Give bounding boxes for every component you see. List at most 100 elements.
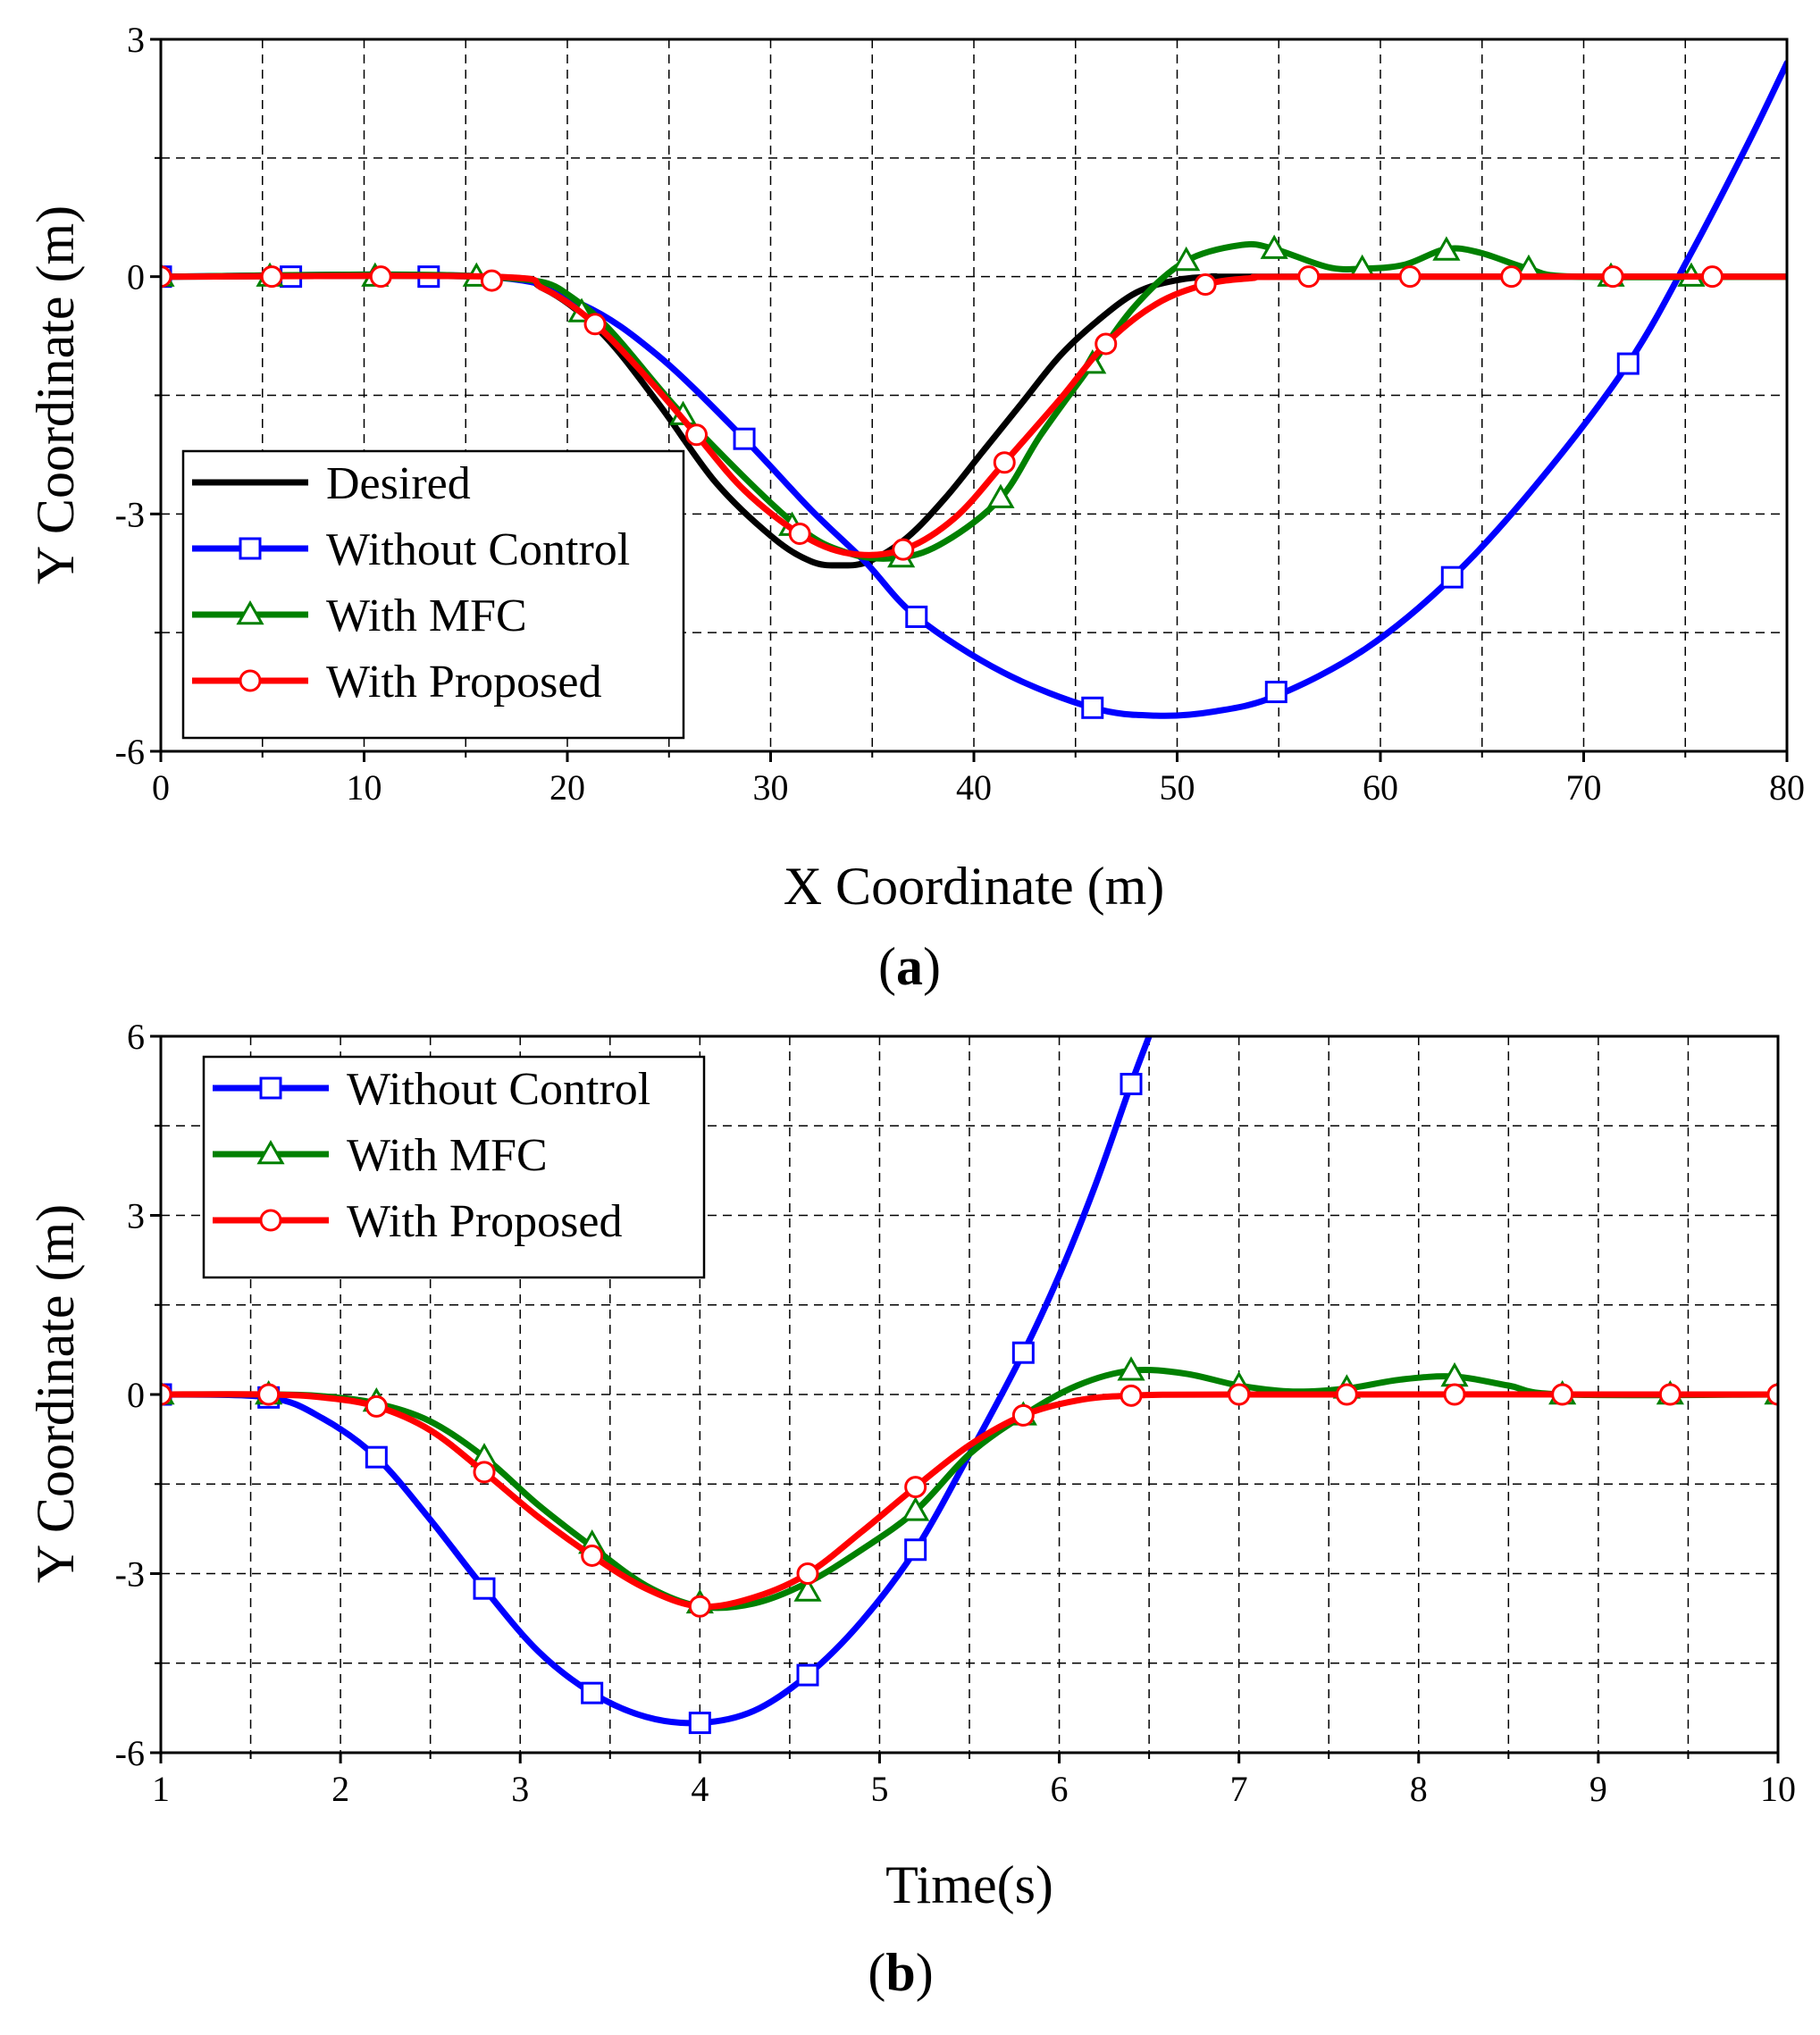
panel-b-series-with-proposed: [161, 1383, 1778, 1618]
panel-b-x-tick-label: 3: [511, 1769, 529, 1809]
panel-a-point-without-control: [1081, 696, 1104, 719]
panel-a-point-with-mfc: [986, 483, 1015, 508]
panel-b-point-without-control: [1011, 1341, 1035, 1364]
panel-a-point-with-proposed: [1095, 332, 1118, 356]
panel-b-x-tick-label: 7: [1230, 1769, 1248, 1809]
panel-a-x-tick-label: 30: [753, 767, 789, 808]
panel-a-point-with-proposed: [583, 313, 607, 336]
panel-a-legend-item-with-mfc: With MFC: [192, 590, 527, 641]
panel-a-x-tick-label: 40: [956, 767, 992, 808]
panel-a-point-without-control: [905, 605, 928, 628]
panel-b-point-with-proposed: [688, 1595, 711, 1618]
panel-b-point-with-proposed: [365, 1394, 388, 1418]
panel-a-point-with-proposed: [685, 423, 709, 447]
panel-b-point-with-proposed: [1443, 1383, 1466, 1406]
panel-a-legend-marker-with-mfc: [236, 599, 264, 625]
panel-a-legend-label-without-control: Without Control: [326, 524, 630, 575]
panel-b-y-tick-label: -6: [115, 1733, 145, 1773]
panel-b-point-with-proposed: [581, 1544, 604, 1567]
panel-a-point-with-proposed: [480, 269, 503, 292]
panel-b-point-without-control: [796, 1663, 819, 1687]
panel-b-legend-marker-with-proposed: [259, 1209, 282, 1232]
panel-b-point-with-proposed: [904, 1476, 927, 1499]
panel-b: 1 2 3 4 5 6 7 8 9 10 6 3 0 -3 -6 Time(s) Y Coordinate …: [26, 1017, 1796, 2002]
panel-b-legend-item-with-mfc: With MFC: [213, 1130, 548, 1181]
panel-b-x-tick-label: 8: [1410, 1769, 1428, 1809]
panel-b-point-without-control: [365, 1445, 388, 1469]
panel-b-legend-label-with-mfc: With MFC: [347, 1130, 548, 1181]
panel-b-point-without-control: [473, 1577, 496, 1600]
panel-b-point-with-proposed: [1120, 1384, 1143, 1407]
panel-b-y-axis-label: Y Coordinate (m): [26, 1204, 85, 1583]
panel-b-point-without-control: [581, 1681, 604, 1704]
panel-b-grid: [161, 1036, 1778, 1753]
panel-b-y-tick-label: -3: [115, 1554, 145, 1595]
panel-a-legend-item-without-control: Without Control: [192, 524, 630, 575]
panel-a-y-axis-label: Y Coordinate (m): [26, 205, 85, 584]
panel-a-x-tick-label: 20: [549, 767, 585, 808]
panel-a-y-tick-label: 3: [127, 20, 145, 60]
panel-a-point-with-proposed: [1601, 265, 1624, 289]
panel-a-y-tick-label: -3: [115, 494, 145, 534]
panel-a-x-tick-label: 60: [1363, 767, 1398, 808]
panel-b-x-tick-label: 9: [1589, 1769, 1607, 1809]
panel-a-point-with-proposed: [1500, 265, 1523, 289]
panel-b-point-with-mfc: [793, 1577, 822, 1602]
panel-a-point-without-control: [1616, 352, 1640, 375]
panel-a-x-tick-label: 10: [347, 767, 382, 808]
panel-a-point-with-proposed: [260, 265, 283, 289]
panel-a-point-with-proposed: [892, 538, 915, 561]
panel-b-line-with-proposed: [161, 1391, 1778, 1611]
panel-a-point-with-proposed: [1700, 265, 1724, 289]
panel-b-x-tick-label: 2: [331, 1769, 349, 1809]
panel-b-legend: Without Control With MFC With Proposed: [202, 1055, 706, 1279]
panel-b-point-without-control: [688, 1712, 711, 1735]
panel-a-point-with-proposed: [369, 265, 392, 289]
panel-a-point-with-proposed: [993, 451, 1016, 474]
panel-b-x-axis-label: Time(s): [885, 1855, 1053, 1914]
panel-b-point-with-mfc: [1117, 1356, 1145, 1381]
panel-a-point-with-mfc: [1260, 234, 1288, 259]
panel-b-point-with-proposed: [1228, 1383, 1251, 1406]
panel-b-legend-box: [202, 1055, 706, 1279]
panel-a-caption: (a): [878, 937, 941, 996]
panel-a-series-without-control: [161, 60, 1787, 719]
panel-b-x-tick-label: 5: [870, 1769, 888, 1809]
panel-b-point-with-proposed: [257, 1383, 281, 1406]
panel-a-point-with-proposed: [1194, 273, 1217, 297]
panel-a-legend-marker-without-control: [239, 537, 262, 560]
panel-a-y-tick-label: -6: [115, 732, 145, 772]
panel-a-point-without-control: [1440, 565, 1464, 589]
panel-a-caption-letter: a: [896, 937, 923, 996]
panel-a-x-tick-label: 50: [1160, 767, 1195, 808]
panel-a-x-tick-label: 0: [152, 767, 170, 808]
panel-b-point-with-proposed: [796, 1562, 819, 1585]
panel-b-y-tick-label: 3: [127, 1196, 145, 1236]
panel-a-point-with-mfc: [1172, 246, 1201, 272]
panel-b-caption: (b): [868, 1943, 933, 2002]
panel-a-legend-item-with-proposed: With Proposed: [192, 657, 601, 708]
panel-b-x-tick-label: 6: [1051, 1769, 1069, 1809]
panel-a-point-without-control: [1264, 681, 1287, 704]
panel-b-legend-marker-without-control: [259, 1076, 282, 1100]
panel-a-x-tick-label: 70: [1566, 767, 1602, 808]
panel-b-point-with-mfc: [902, 1496, 930, 1521]
panel-b-point-with-proposed: [1011, 1403, 1035, 1427]
panel-b-point-without-control: [1120, 1072, 1143, 1095]
panel-b-point-with-proposed: [1551, 1383, 1574, 1406]
panel-b-point-with-proposed: [161, 1383, 172, 1406]
panel-a-x-tick-label: 80: [1769, 767, 1805, 808]
panel-b-series: [161, 1036, 1778, 1735]
panel-b-legend-label-with-proposed: With Proposed: [347, 1196, 622, 1247]
panel-b-legend-item-with-proposed: With Proposed: [213, 1196, 622, 1247]
panel-a-legend-label-with-proposed: With Proposed: [326, 657, 601, 708]
panel-a-point-with-proposed: [161, 265, 172, 289]
panel-b-point-with-proposed: [1335, 1383, 1358, 1406]
panel-b-caption-letter: b: [885, 1943, 915, 2002]
panel-b-x-tick-label: 1: [152, 1769, 170, 1809]
panel-a-point-with-proposed: [1398, 265, 1422, 289]
panel-b-legend-marker-with-mfc: [256, 1139, 285, 1165]
